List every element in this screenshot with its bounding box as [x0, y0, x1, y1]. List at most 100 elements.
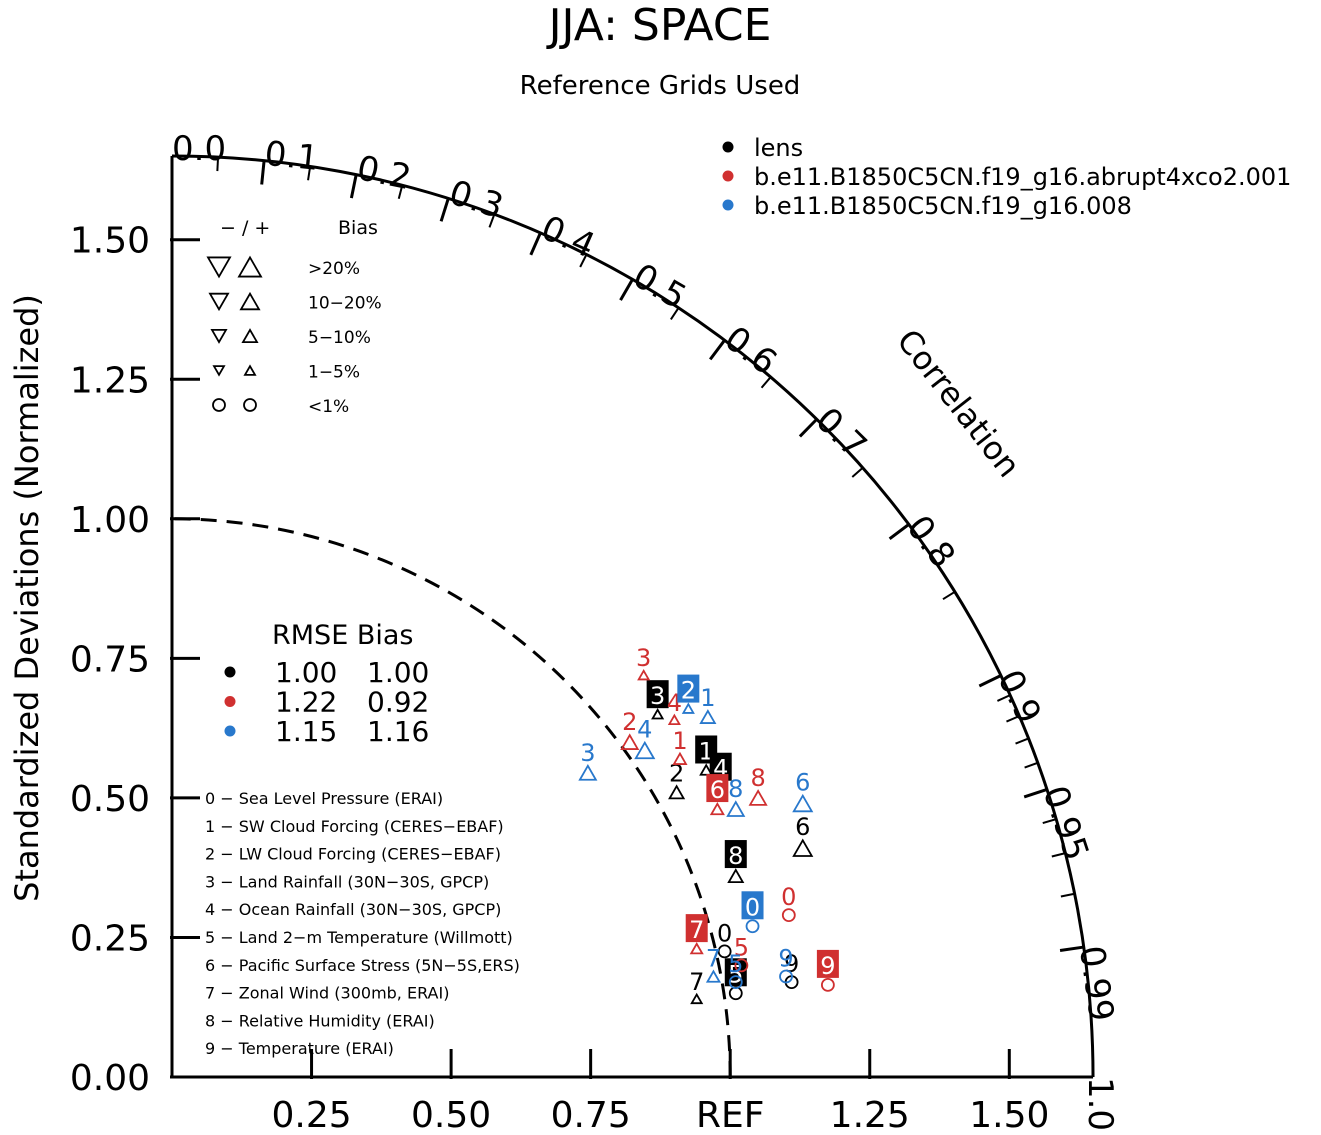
rmse-bias-dot: [224, 696, 236, 707]
correlation-tick: [439, 197, 450, 222]
correlation-tick-label: 1.0: [1080, 1077, 1120, 1131]
data-point-label-box: [646, 680, 669, 709]
bias-value: 0.92: [367, 686, 429, 719]
data-point-label-box: [709, 752, 732, 781]
data-point-label: 9: [820, 952, 835, 980]
variable-legend-item: 7 − Zonal Wind (300mb, ERAI): [205, 984, 449, 1003]
y-tick-label: 1.00: [70, 500, 150, 541]
data-point-label: 3: [636, 644, 651, 672]
data-point-marker: [745, 919, 760, 934]
bias-legend-down-triangle: [208, 292, 230, 312]
data-point-marker: [728, 986, 743, 1001]
bias-legend-label: >20%: [308, 259, 360, 279]
data-point-marker: [728, 975, 743, 990]
correlation-minor-tick: [760, 376, 772, 389]
data-point-label: 1: [700, 684, 715, 712]
data-point-marker: [726, 800, 746, 817]
correlation-tick-label: 0.2: [354, 148, 415, 198]
data-point-marker: [727, 868, 745, 884]
correlation-minor-tick: [216, 157, 220, 172]
y-tick-label: 0.00: [70, 1058, 150, 1099]
bias-legend-up-triangle: [237, 255, 263, 278]
correlation-minor-tick: [942, 590, 956, 601]
data-point-marker: [690, 992, 704, 1005]
correlation-tick: [260, 160, 266, 185]
y-tick-label: 0.50: [70, 779, 150, 820]
data-point-label-box: [724, 840, 747, 869]
data-point-label: 3: [580, 739, 595, 767]
correlation-axis-label: Correlation: [889, 322, 1028, 484]
data-point-marker: [792, 838, 814, 857]
bias-legend-down-triangle: [206, 256, 232, 279]
data-point-label-box: [677, 674, 700, 703]
y-axis-label: Standardized Deviations (Normalized): [8, 294, 46, 902]
rmse-value: 1.00: [275, 656, 337, 689]
data-point-marker: [578, 764, 598, 781]
data-point-label: 8: [750, 764, 765, 792]
bias-legend-down-triangle: [210, 329, 228, 344]
correlation-minor-tick: [397, 184, 404, 200]
data-point-label: 7: [689, 968, 704, 996]
correlation-tick: [529, 232, 542, 256]
data-point-marker: [781, 908, 796, 923]
correlation-minor-tick: [488, 213, 496, 228]
bias-legend-down-triangle: [212, 365, 226, 377]
data-point-marker: [699, 709, 717, 724]
data-point-label: 6: [795, 768, 810, 796]
correlation-tick-label: 0.1: [263, 134, 321, 179]
data-point-label: 6: [710, 776, 725, 804]
bias-legend-label: 5−10%: [308, 328, 371, 348]
rmse-bias-dot: [224, 725, 236, 737]
data-point-label: 8: [728, 775, 743, 803]
data-point-label-box: [816, 949, 839, 978]
case-legend-label: b.e11.B1850C5CN.f19_g16.008: [754, 192, 1132, 220]
correlation-minor-tick: [1024, 761, 1039, 769]
data-point-label-box: [741, 891, 764, 920]
bias-legend-label: 10−20%: [308, 294, 382, 314]
case-legend-label: b.e11.B1850C5CN.f19_g16.abrupt4xco2.001: [754, 163, 1291, 191]
data-point-marker: [779, 969, 793, 984]
data-point-marker: [634, 740, 656, 760]
data-point-marker: [792, 793, 814, 813]
bias-legend-circle: [243, 398, 257, 412]
bias-value: 1.16: [367, 715, 429, 748]
correlation-tick-label: 0.9: [989, 664, 1049, 730]
correlation-minor-tick: [851, 467, 864, 478]
data-point-marker: [681, 702, 695, 714]
correlation-minor-tick: [579, 254, 588, 268]
rmse-value: 1.22: [275, 686, 337, 719]
bias-legend-label: <1%: [308, 397, 349, 417]
data-point-marker: [667, 713, 681, 726]
data-point-marker: [651, 708, 665, 720]
correlation-tick-label: 0.5: [626, 256, 693, 318]
x-tick-label: 0.25: [271, 1095, 351, 1135]
data-point-marker: [709, 802, 725, 816]
data-point-marker: [699, 763, 714, 776]
bias-value: 1.00: [367, 656, 429, 689]
bias-legend-label: 1−5%: [308, 363, 360, 383]
data-point-label: 7: [689, 916, 704, 944]
case-legend-dot: [722, 199, 734, 211]
legend-layer: lensb.e11.B1850C5CN.f19_g16.abrupt4xco2.…: [205, 134, 1291, 1058]
variable-legend-item: 0 − Sea Level Pressure (ERAI): [205, 789, 443, 808]
data-point-marker: [820, 977, 835, 992]
correlation-tick: [619, 278, 634, 301]
correlation-minor-tick: [1042, 818, 1057, 824]
data-point-label: 2: [681, 677, 696, 705]
case-legend-dot: [722, 170, 734, 182]
data-point-label: 0: [717, 919, 732, 947]
y-tick-label: 0.25: [70, 918, 150, 959]
data-point-label: 4: [637, 715, 652, 743]
rmse-bias-header: RMSE Bias: [272, 620, 413, 651]
correlation-tick: [709, 339, 726, 361]
data-point-marker: [689, 942, 704, 955]
case-legend-dot: [722, 141, 734, 153]
variable-legend-item: 1 − SW Cloud Forcing (CERES−EBAF): [205, 817, 504, 836]
chart-title: JJA: SPACE: [546, 0, 772, 51]
data-point-marker: [672, 751, 688, 765]
x-tick-label: 1.50: [969, 1095, 1049, 1135]
data-point-label: 2: [622, 708, 637, 736]
data-point-label-box: [685, 914, 708, 943]
